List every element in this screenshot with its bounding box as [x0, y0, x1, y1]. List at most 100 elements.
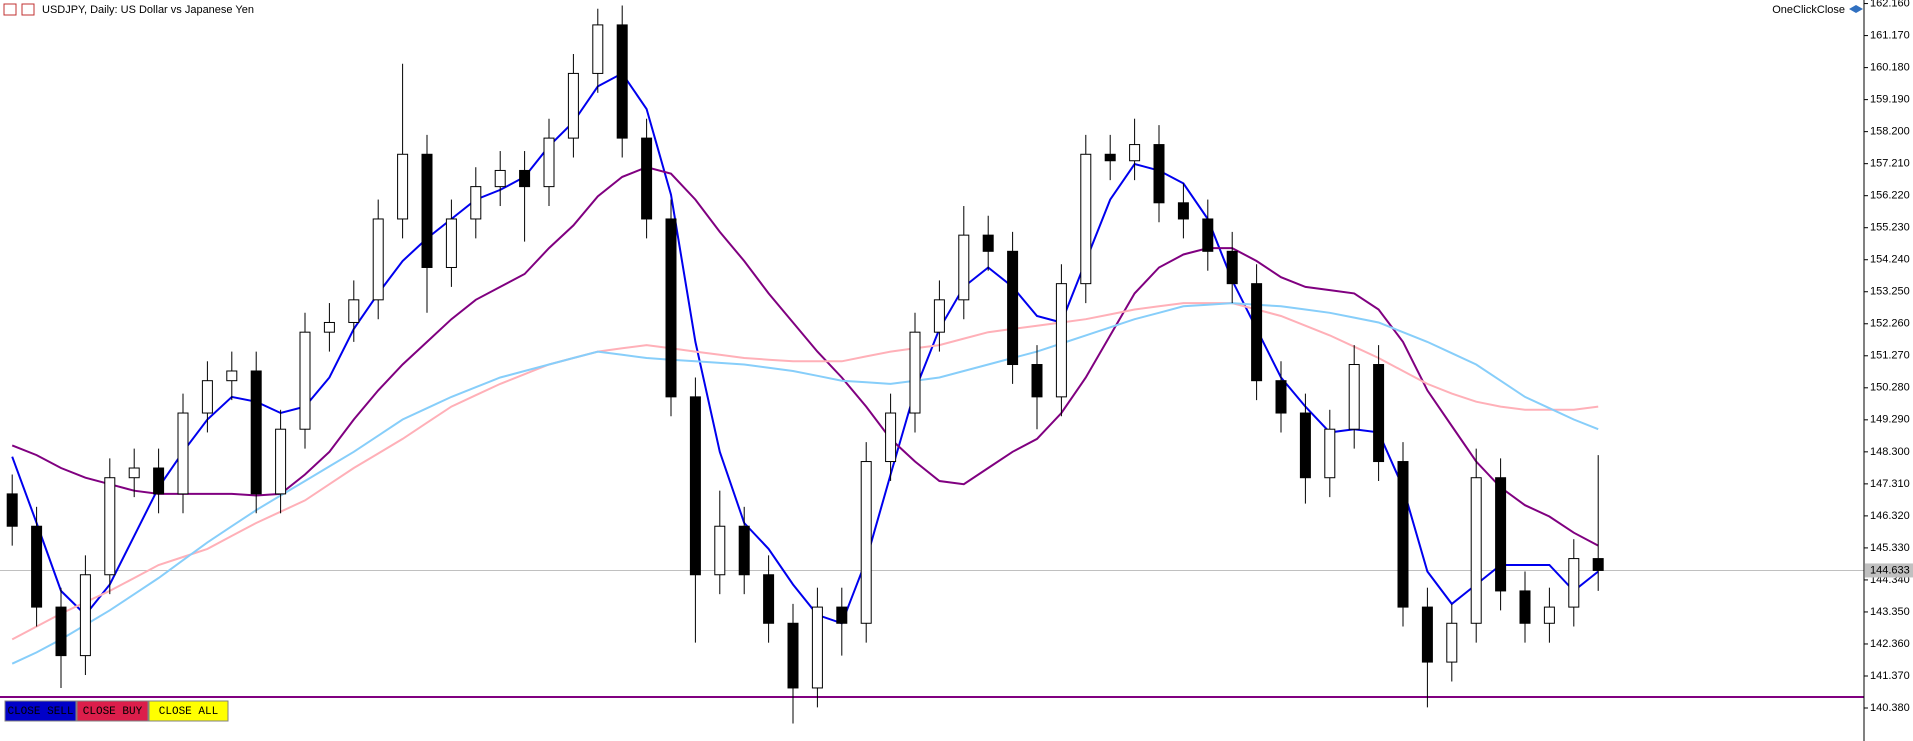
current-price-label: 144.633	[1870, 564, 1910, 576]
candle-body	[372, 218, 384, 301]
candle-body	[1104, 153, 1116, 162]
candle-body	[860, 461, 872, 624]
candle-body	[226, 370, 238, 382]
y-tick-label: 154.240	[1870, 254, 1910, 266]
candle-body	[1299, 412, 1311, 479]
candle-body	[1421, 606, 1433, 663]
button-bar: CLOSE SELL CLOSE BUY CLOSE ALL	[4, 700, 229, 722]
y-tick-label: 155.230	[1870, 222, 1910, 234]
candle-body	[445, 218, 457, 268]
y-tick-label: 158.200	[1870, 126, 1910, 138]
y-tick-label: 150.280	[1870, 382, 1910, 394]
candle-body	[641, 137, 653, 220]
y-tick-label: 149.290	[1870, 414, 1910, 426]
candle-body	[1031, 364, 1043, 398]
button-face	[4, 700, 77, 722]
candle-body	[1080, 153, 1092, 285]
candle-body	[1592, 558, 1604, 571]
candle-body	[1007, 250, 1019, 366]
candle-body	[128, 467, 140, 479]
candle-body	[79, 574, 91, 657]
candle-body	[1324, 428, 1336, 479]
button-label: CLOSE SELL	[7, 706, 73, 718]
candle-body	[6, 493, 18, 527]
candle-body	[689, 396, 701, 576]
candle-body	[1129, 144, 1141, 162]
moving-average-line	[11, 302, 1599, 641]
candle-body	[933, 299, 945, 333]
candle-body	[323, 321, 335, 333]
candle-body	[1373, 364, 1385, 463]
candle-body	[494, 169, 506, 188]
candle-body	[104, 477, 116, 576]
candle-body	[31, 525, 43, 608]
brand-label: OneClickClose	[1772, 4, 1845, 16]
candle-body	[909, 331, 921, 414]
candle-body	[397, 153, 409, 220]
candle-body	[1519, 590, 1531, 624]
close-button[interactable]: CLOSE BUY	[76, 700, 149, 722]
y-tick-label: 142.360	[1870, 638, 1910, 650]
candle-body	[885, 412, 897, 463]
y-tick-label: 153.250	[1870, 286, 1910, 298]
candle-body	[299, 331, 311, 430]
button-label: CLOSE ALL	[159, 706, 218, 718]
y-tick-label: 148.300	[1870, 446, 1910, 458]
candle-body	[567, 72, 579, 139]
close-button[interactable]: CLOSE SELL	[4, 700, 77, 722]
button-label: CLOSE BUY	[83, 706, 143, 718]
candle-body	[665, 218, 677, 398]
candle-body	[787, 622, 799, 689]
candle-body	[470, 186, 482, 220]
y-tick-label: 159.190	[1870, 94, 1910, 106]
y-tick-label: 161.170	[1870, 29, 1910, 41]
candle-body	[250, 370, 262, 495]
icon	[21, 3, 35, 16]
y-tick-label: 152.260	[1870, 318, 1910, 330]
y-tick-label: 146.320	[1870, 510, 1910, 522]
candle-body	[1202, 218, 1214, 252]
candle-body	[1177, 202, 1189, 220]
candle-body	[1543, 606, 1555, 624]
candle-body	[1446, 622, 1458, 663]
candle-body	[1348, 364, 1360, 430]
candle-body	[177, 412, 189, 495]
candle-body	[1251, 283, 1263, 382]
candle-body	[616, 24, 628, 139]
candle-body	[1397, 461, 1409, 608]
candle-body	[153, 467, 165, 495]
candle-body	[982, 234, 994, 252]
y-tick-label: 141.370	[1870, 670, 1910, 682]
candle-body	[201, 380, 213, 414]
candle-body	[1055, 283, 1067, 398]
price-axis: 162.160 161.170 160.180 159.190 158.200 157.2…	[1864, 0, 1913, 714]
y-tick-label: 147.310	[1870, 478, 1910, 490]
candle-body	[275, 428, 287, 495]
candle-body	[738, 525, 750, 576]
candle-body	[1495, 477, 1507, 592]
button-face	[76, 700, 149, 722]
candle-body	[1568, 558, 1580, 608]
y-tick-label: 145.330	[1870, 542, 1910, 554]
candle-body	[348, 299, 360, 323]
candle-body	[55, 606, 67, 657]
close-button[interactable]: CLOSE ALL	[148, 700, 229, 722]
y-tick-label: 156.220	[1870, 190, 1910, 202]
candle-body	[958, 234, 970, 301]
icon	[3, 3, 17, 16]
y-tick-label: 162.160	[1870, 0, 1910, 9]
plot-area	[0, 5, 1864, 724]
candle-body	[421, 153, 433, 268]
chart-title: USDJPY, Daily: US Dollar vs Japanese Yen	[42, 4, 254, 16]
candle-body	[592, 24, 604, 74]
y-tick-label: 157.210	[1870, 158, 1910, 170]
candle-body	[763, 574, 775, 624]
brand-icon	[1849, 5, 1863, 13]
candle-body	[1226, 250, 1238, 285]
symbol-icons	[3, 3, 35, 16]
candle-body	[1470, 477, 1482, 624]
y-tick-label: 160.180	[1870, 62, 1910, 74]
